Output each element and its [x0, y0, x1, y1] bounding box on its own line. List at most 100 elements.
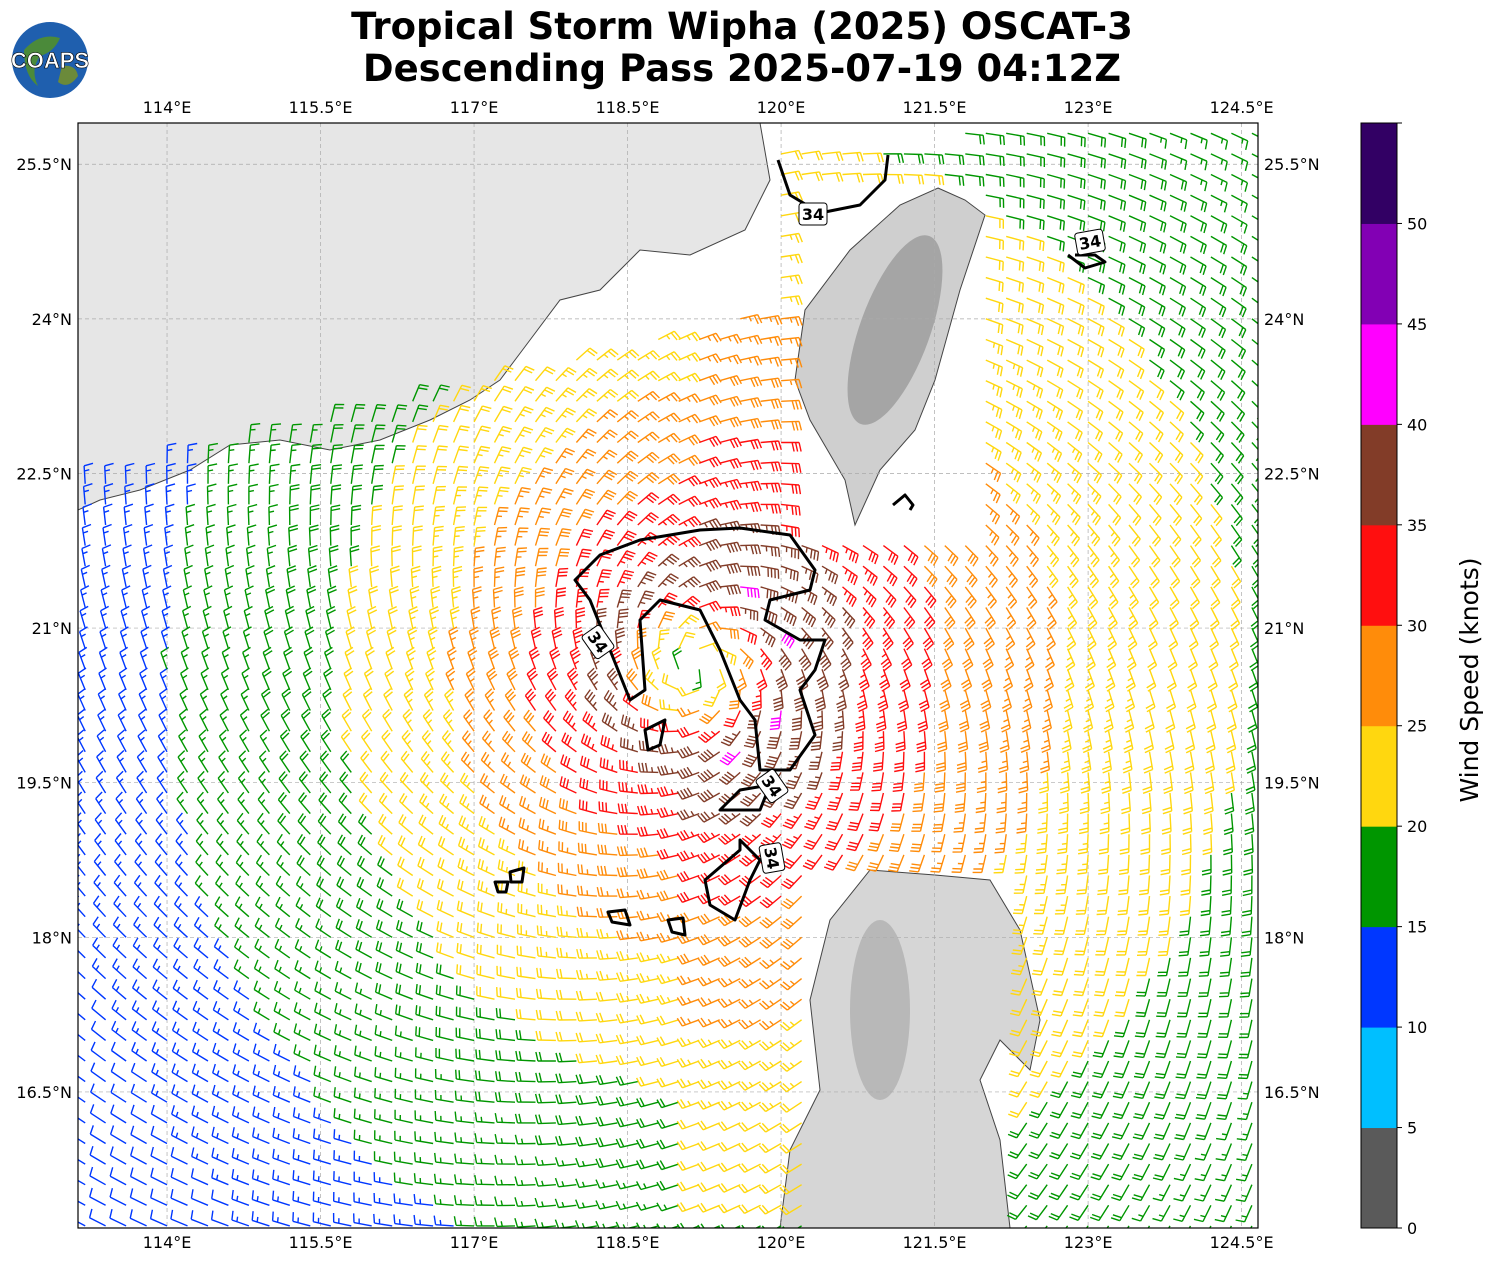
wind-barb: [1028, 1122, 1048, 1139]
wind-barb: [1128, 421, 1144, 443]
wind-barb: [637, 431, 660, 444]
wind-barb: [657, 412, 681, 423]
wind-barb: [330, 484, 342, 505]
wind-barb: [218, 750, 229, 773]
wind-barb: [738, 1019, 761, 1030]
wind-barb: [240, 688, 250, 711]
colorbar-tick-label: 5: [1407, 1119, 1417, 1138]
wind-barb: [944, 607, 956, 630]
wind-barb: [153, 895, 168, 918]
wind-barb: [1113, 1040, 1130, 1058]
wind-barb: [534, 366, 556, 382]
wind-barb: [343, 667, 354, 691]
wind-barb: [976, 772, 987, 794]
wind-barb: [506, 667, 518, 691]
wind-barb: [79, 605, 89, 629]
wind-barb: [405, 646, 416, 670]
wind-barb: [676, 932, 700, 945]
wind-barb: [130, 1104, 147, 1124]
wind-barb: [1108, 400, 1124, 421]
wind-barb: [851, 751, 864, 772]
wind-barb: [94, 833, 107, 856]
wind-barb: [719, 751, 741, 766]
wind-barb: [192, 1000, 209, 1021]
wind-barb: [888, 833, 905, 852]
wind-barb: [333, 1108, 352, 1124]
wind-barb: [780, 875, 803, 890]
wind-barb: [268, 504, 278, 526]
wind-barb: [1244, 792, 1255, 815]
wind-barb: [350, 484, 363, 505]
wind-barb: [1006, 173, 1025, 188]
wind-barb: [1028, 1163, 1048, 1180]
wind-barb: [615, 1158, 638, 1169]
wind-barb: [1225, 751, 1236, 774]
wind-barb: [827, 792, 844, 811]
wind-barb: [314, 981, 332, 1000]
wind-barb: [1007, 1163, 1028, 1180]
wind-barb: [834, 710, 845, 732]
wind-barb: [335, 939, 352, 959]
wind-barb: [1106, 648, 1117, 672]
wind-barb: [534, 1218, 556, 1228]
wind-barb: [293, 1044, 311, 1062]
wind-barb: [564, 688, 577, 711]
wind-barb: [333, 1191, 352, 1206]
wind-barb: [558, 798, 577, 815]
wind-barb: [913, 772, 926, 793]
wind-barb: [1064, 669, 1075, 692]
wind-barb: [1226, 731, 1237, 754]
wind-barb: [759, 957, 782, 970]
wind-barb: [354, 982, 372, 1000]
wind-barb: [186, 483, 196, 505]
wind-barb: [1167, 648, 1178, 672]
wind-barb: [1070, 1101, 1089, 1119]
wind-barb: [1067, 359, 1084, 379]
wind-barb: [341, 708, 352, 732]
wind-barb: [476, 965, 495, 980]
wind-barb: [1128, 235, 1147, 254]
wind-barb: [676, 850, 700, 862]
wind-barb: [110, 1062, 127, 1083]
wind-barb: [780, 586, 799, 604]
wind-barb: [534, 527, 550, 546]
wind-barb: [1008, 1101, 1028, 1119]
wind-barb: [137, 729, 148, 753]
wind-barb: [1027, 1204, 1048, 1221]
wind-barb: [534, 467, 554, 485]
wind-barb: [1030, 998, 1048, 1017]
wind-barb: [911, 813, 926, 832]
wind-barb: [417, 856, 434, 877]
wind-barb: [312, 1212, 331, 1227]
wind-barb: [736, 669, 747, 692]
wind-barb: [1241, 896, 1253, 917]
wind-barb: [252, 1085, 270, 1103]
wind-barb: [1231, 173, 1249, 192]
wind-barb: [555, 1052, 577, 1063]
wind-barb: [78, 1200, 86, 1206]
wind-barb: [1244, 813, 1255, 836]
wind-barb: [326, 585, 337, 608]
wind-barb: [1046, 318, 1065, 336]
wind-barb: [316, 876, 332, 897]
wind-barb: [637, 411, 660, 423]
wind-barb: [903, 586, 917, 609]
wind-barb: [391, 505, 403, 526]
wind-barb: [534, 406, 555, 423]
wind-barb: [458, 815, 475, 835]
wind-barb: [1067, 297, 1085, 315]
wind-barb: [193, 916, 209, 938]
wind-barb: [821, 565, 839, 585]
wind-barb: [475, 1007, 495, 1021]
wind-barb: [1161, 834, 1171, 855]
wind-barb: [1005, 256, 1025, 272]
wind-barb: [1240, 937, 1253, 957]
wind-barb: [150, 1084, 168, 1103]
wind-barb: [985, 297, 1004, 313]
wind-barb: [1009, 1019, 1028, 1037]
wind-barb: [1108, 545, 1120, 568]
wind-barb: [575, 990, 597, 1001]
wind-barb: [978, 731, 989, 753]
wind-barb: [103, 483, 114, 505]
wind-barb: [555, 567, 569, 588]
